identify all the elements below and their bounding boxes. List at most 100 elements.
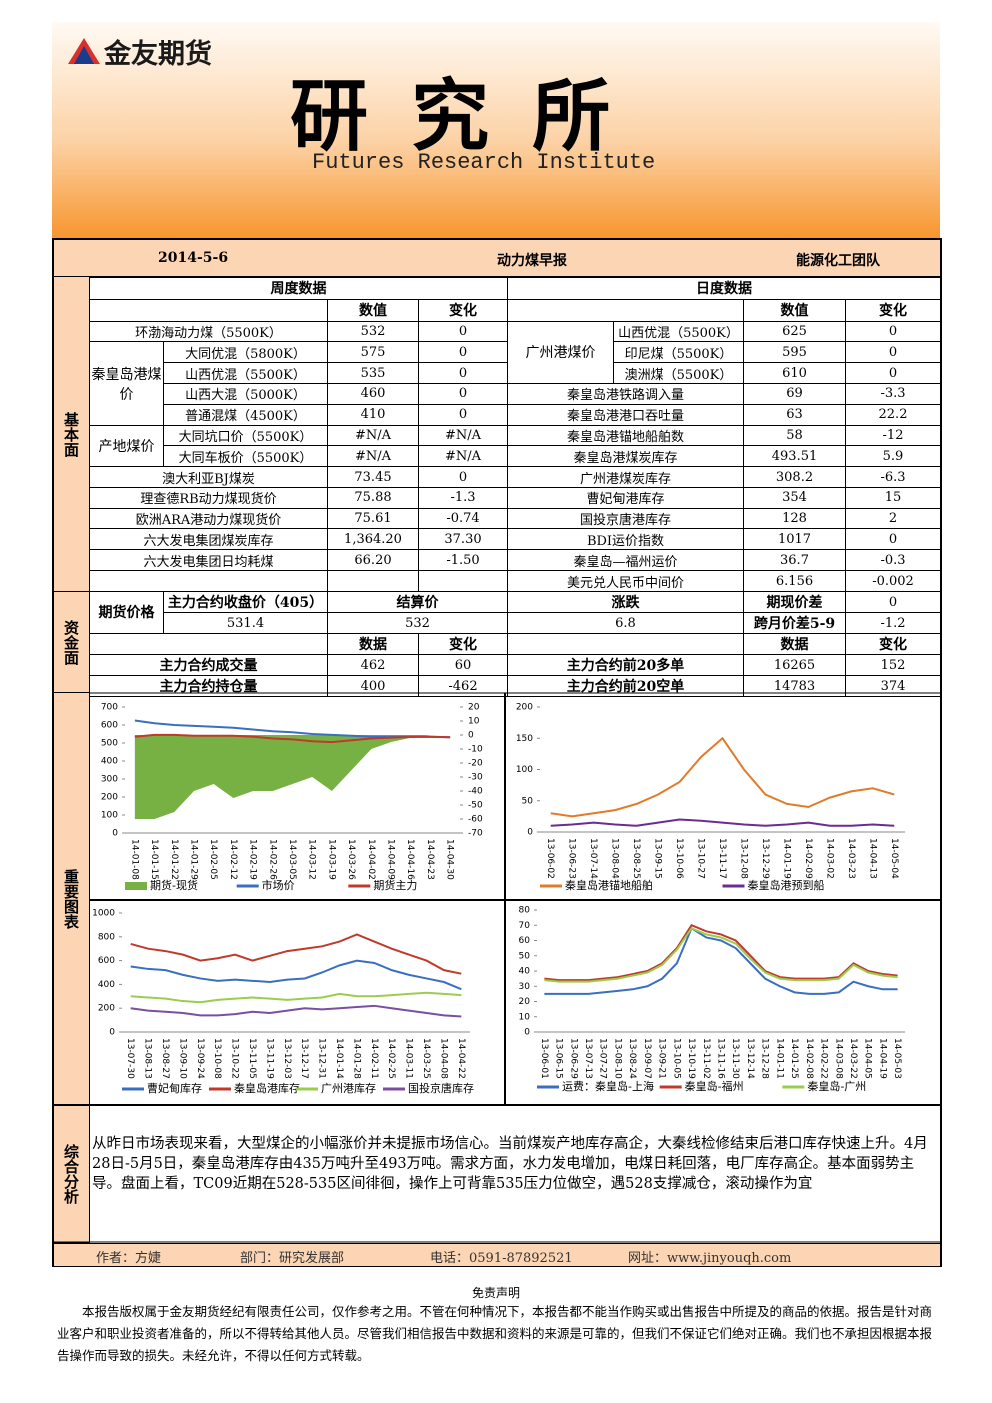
x-tick-label: 13-09-07 [642, 1038, 652, 1079]
row-label: 山西优混（5500K） [613, 320, 744, 343]
y-tick-label: 100 [101, 811, 118, 821]
cell-value: 66.20 [327, 549, 419, 572]
x-tick-label: 13-09-15 [653, 838, 663, 879]
y-tick-label: 700 [101, 703, 118, 713]
x-tick-label: 13-09-10 [177, 1038, 187, 1079]
table-row: 大同车板价（5500K） #N/A #N/A 秦皇岛港煤炭库存 493.51 5.9 [90, 445, 941, 468]
x-tick-label: 14-05-03 [892, 1038, 902, 1079]
legend-label: 秦皇岛港库存 [234, 1081, 300, 1095]
line-series [544, 926, 898, 995]
y2-tick-label: -30 [468, 773, 483, 783]
x-tick-label: 14-03-22 [848, 1038, 858, 1079]
cell-value: 58 [743, 424, 846, 447]
y-tick-label: 1000 [92, 909, 115, 919]
table-row: 六大发电集团日均耗煤 66.20 -1.50 秦皇岛—福州运价 36.7 -0.3 [89, 549, 941, 572]
y2-tick-label: -60 [468, 815, 483, 825]
x-tick-label: 13-09-21 [657, 1038, 667, 1079]
x-tick-label: 13-11-05 [247, 1038, 257, 1079]
logo-icon [68, 38, 100, 64]
x-tick-label: 13-08-25 [631, 838, 641, 879]
cell-change: 374 [845, 675, 941, 697]
row-label: 环渤海动力煤（5500K） [89, 320, 328, 343]
y-tick-label: 0 [527, 828, 533, 838]
cell-value: 410 [327, 403, 419, 426]
group-label: 产地煤价 [89, 424, 164, 468]
cell-change: 0 [845, 528, 941, 551]
table-row: 澳大利亚BJ煤炭 73.45 0 广州港煤炭库存 308.2 -6.3 [89, 466, 941, 488]
y-tick-label: 50 [519, 951, 531, 961]
cell-change: 5.9 [845, 445, 941, 468]
cell-value: 16265 [743, 654, 846, 676]
report-name: 动力煤早报 [497, 253, 567, 269]
x-tick-label: 14-03-25 [421, 1038, 431, 1079]
spread-label: 期现价差 [743, 591, 846, 613]
x-tick-label: 13-06-29 [568, 1038, 578, 1079]
legend-label: 市场价 [262, 878, 295, 892]
x-tick-label: 13-12-17 [299, 1038, 309, 1079]
y-tick-label: 80 [519, 906, 531, 916]
x-tick-label: 14-04-23 [425, 839, 435, 880]
row-label: 大同优混（5800K） [163, 341, 328, 364]
y-tick-label: 100 [516, 765, 533, 775]
y2-tick-label: -70 [468, 829, 483, 839]
cell-value: 75.61 [327, 507, 419, 530]
y-tick-label: 400 [98, 980, 115, 990]
basic-table: 周度数据 日度数据 数值 变化 数值 变化 环渤海动力煤（5500K） 532 0 广州港煤价… [89, 277, 941, 592]
footer-author: 作者：方婕 [96, 1251, 162, 1266]
x-tick-label: 13-10-05 [671, 1038, 681, 1079]
cell-change: 0 [845, 320, 941, 343]
cell-value: 73.45 [327, 466, 419, 488]
x-tick-label: 14-04-30 [445, 839, 455, 880]
x-tick-label: 14-01-25 [789, 1038, 799, 1079]
row-label: 主力合约前20空单 [507, 675, 744, 697]
row-label: 主力合约持仓量 [89, 675, 328, 697]
y-tick-label: 600 [98, 956, 115, 966]
row-label: 国投京唐港库存 [507, 507, 744, 530]
y2-tick-label: -10 [468, 745, 483, 755]
y2-tick-label: -20 [468, 759, 483, 769]
line-series [130, 933, 462, 975]
y2-tick-label: 20 [468, 703, 480, 713]
col-header: 变化 [418, 633, 508, 655]
row-label: BDI运价指数 [507, 528, 744, 551]
x-tick-label: 13-10-22 [230, 1038, 240, 1079]
x-tick-label: 14-02-11 [369, 1038, 379, 1079]
row-label: 六大发电集团煤炭库存 [89, 528, 328, 551]
y-tick-label: 300 [101, 775, 118, 785]
y-tick-label: 40 [519, 967, 531, 977]
x-tick-label: 14-01-28 [351, 1038, 361, 1079]
x-tick-label: 14-02-26 [267, 839, 277, 880]
section-label: 资金面 [54, 592, 90, 693]
line-series [130, 991, 462, 1004]
disclaimer-text: 本报告版权属于金友期货经纪有限责任公司，仅作参考之用。不管在何种情况下，本报告都… [57, 1304, 933, 1363]
x-tick-label: 14-04-05 [863, 1038, 873, 1079]
y-tick-label: 0 [112, 829, 118, 839]
col-header: 数据 [327, 633, 419, 655]
x-tick-label: 13-07-13 [583, 1038, 593, 1079]
cell-value: 36.7 [743, 549, 846, 572]
legend-swatch [125, 882, 147, 890]
x-tick-label: 13-06-01 [539, 1038, 549, 1079]
x-tick-label: 14-04-13 [867, 838, 877, 879]
cell-change: #N/A [418, 445, 508, 468]
line-series [544, 927, 898, 983]
line-series [130, 1004, 462, 1018]
funds-table: 期货价格 主力合约收盘价（405） 结算价 涨跌 期现价差 0 531.4 532 6.8 跨月… [89, 591, 941, 697]
disclaimer-title: 免责声明 [471, 1286, 520, 1300]
x-tick-label: 14-05-04 [889, 838, 899, 879]
group-label: 秦皇岛港煤价 [89, 341, 164, 426]
legend-label: 曹妃甸库存 [147, 1081, 202, 1095]
x-tick-label: 13-12-29 [760, 838, 770, 879]
table-row: 六大发电集团煤炭库存 1,364.20 37.30 BDI运价指数 1017 0 [89, 528, 941, 551]
y-tick-label: 0 [109, 1028, 115, 1038]
x-tick-label: 14-03-19 [326, 839, 336, 880]
x-tick-label: 13-10-19 [686, 1038, 696, 1079]
cell-value: 128 [743, 507, 846, 530]
x-tick-label: 14-01-22 [169, 839, 179, 880]
row-label: 大同坑口价（5500K） [163, 424, 328, 447]
col-header: 涨跌 [507, 591, 744, 613]
header-subtitle: Futures Research Institute [312, 150, 656, 175]
footer-dept: 部门：研究发展部 [240, 1251, 345, 1266]
y2-tick-label: -50 [468, 801, 483, 811]
